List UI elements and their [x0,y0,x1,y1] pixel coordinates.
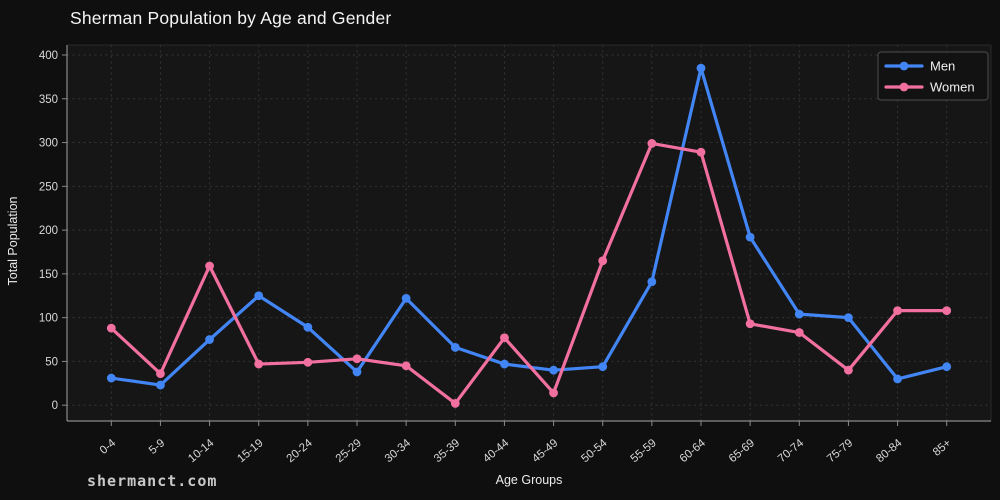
data-point-men [942,362,952,372]
y-tick-label: 300 [39,138,58,150]
data-point-women [696,147,706,157]
data-point-men [549,365,558,375]
series-line-women [109,141,949,406]
data-point-women [205,261,214,271]
data-point-men [647,277,657,287]
x-tick-label: 5-9 [147,437,167,457]
data-point-women [844,365,853,375]
data-point-women [401,361,411,371]
data-point-women [549,388,558,398]
x-tick-label: 45-49 [530,437,560,465]
data-point-men [500,359,509,369]
data-point-men [598,362,608,372]
x-tick-label: 10-14 [186,437,217,465]
x-tick-label: 0-4 [98,437,119,457]
data-point-women [352,354,362,364]
x-tick-label: 30-34 [383,437,414,465]
x-tick-label: 15-19 [235,437,265,465]
data-point-men [794,309,804,319]
data-point-men [106,373,116,383]
legend-marker-men [899,61,909,71]
data-point-women [156,369,165,379]
x-tick-label: 60-64 [678,437,709,465]
data-point-men [844,313,853,323]
data-point-men [745,232,755,242]
watermark-text: shermanct.com [87,472,218,490]
y-tick-label: 50 [45,356,58,368]
data-point-men [893,374,902,384]
data-point-women [893,306,902,316]
y-tick-label: 150 [39,269,58,281]
x-tick-label: 85+ [931,437,954,459]
data-point-women [794,328,804,337]
data-point-women [745,319,755,329]
data-point-men [303,322,313,332]
y-tick-label: 400 [39,50,58,62]
y-tick-label: 100 [39,313,58,325]
x-tick-label: 40-44 [481,437,512,465]
x-tick-label: 20-24 [285,437,316,465]
y-tick-label: 350 [39,94,58,106]
data-point-women [647,139,657,148]
x-tick-label: 35-39 [432,437,462,465]
data-point-men [352,367,362,377]
chart-title: Sherman Population by Age and Gender [70,8,392,28]
data-point-women [254,359,264,369]
data-point-women [598,256,608,266]
y-tick-label: 0 [52,400,58,412]
y-axis-label: Total Population [6,196,20,285]
data-point-women [303,357,313,367]
legend-label-women: Women [930,80,975,95]
data-point-men [450,343,460,352]
data-point-women [500,333,509,343]
x-tick-label: 55-59 [629,437,659,465]
x-axis-label: Age Groups [496,473,563,487]
x-tick-label: 50-54 [579,437,610,465]
data-point-men [156,380,165,390]
x-tick-label: 65-69 [727,437,757,465]
data-point-women [450,399,460,408]
legend-marker-women [899,82,909,92]
data-point-women [942,306,952,316]
x-tick-label: 70-74 [776,437,807,465]
data-point-women [106,323,116,333]
plot-area [67,45,991,421]
x-tick-label: 25-29 [334,437,364,465]
y-tick-label: 250 [39,181,58,193]
x-tick-label: 75-79 [825,437,855,465]
legend-label-men: Men [930,59,955,74]
data-point-men [254,291,264,301]
data-point-men [696,63,706,73]
y-tick-label: 200 [39,225,58,237]
data-point-men [205,335,214,344]
x-tick-label: 80-84 [874,437,905,465]
data-point-men [401,293,411,303]
